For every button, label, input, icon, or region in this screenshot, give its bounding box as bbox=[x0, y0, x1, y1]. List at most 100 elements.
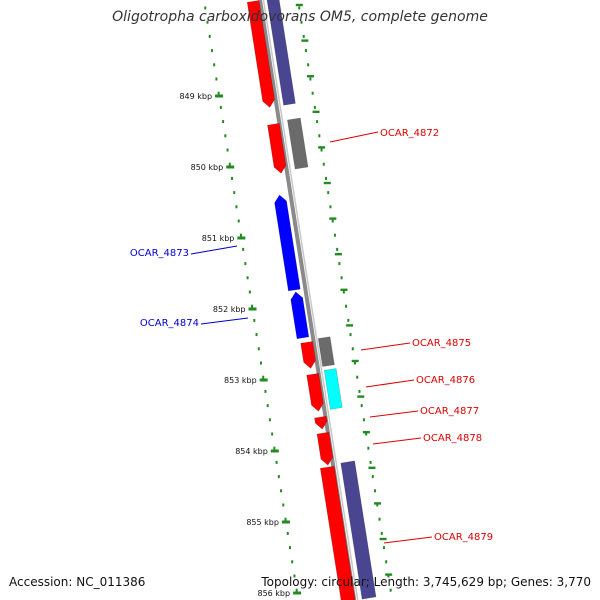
inner-ring-dot bbox=[298, 6, 301, 10]
inner-ring-dot bbox=[325, 176, 328, 180]
outer-ring-dot bbox=[231, 176, 234, 180]
kbp-tick bbox=[226, 165, 235, 169]
kbp-tick bbox=[215, 94, 224, 98]
outer-ring-dot bbox=[293, 574, 296, 578]
outer-ring-dot bbox=[295, 588, 298, 592]
gene-label: OCAR_4872 bbox=[380, 128, 439, 139]
outer-ring-dot bbox=[262, 375, 265, 379]
outer-ring-dot bbox=[291, 560, 294, 564]
inner-ring-dot bbox=[376, 503, 379, 507]
inner-ring-tick bbox=[334, 253, 342, 256]
inner-ring-tick bbox=[346, 324, 354, 327]
inner-ring-dot bbox=[302, 34, 305, 38]
gene-label-leader bbox=[365, 379, 415, 388]
inner-ring-dot bbox=[311, 91, 314, 95]
outer-ring-dot bbox=[288, 546, 291, 550]
gene-label: OCAR_4878 bbox=[423, 433, 482, 444]
gene-features bbox=[246, 0, 377, 600]
inner-ring-dot bbox=[300, 20, 303, 24]
outer-dotted-ring bbox=[204, 6, 298, 592]
inner-ring-dot bbox=[307, 63, 310, 67]
inner-ring-tick bbox=[340, 288, 348, 291]
inner-ring-tick bbox=[351, 359, 359, 363]
inner-ring-dot bbox=[389, 588, 392, 592]
kbp-tick-label: 849 kbp bbox=[179, 92, 212, 101]
inner-ring-dot bbox=[387, 574, 390, 578]
inner-ring-dot bbox=[313, 105, 316, 109]
inner-ring-dot bbox=[333, 233, 336, 237]
inner-ring-dot bbox=[349, 333, 352, 337]
inner-ring-tick bbox=[329, 217, 337, 220]
forward-cds-feature bbox=[316, 431, 334, 466]
inner-ring-tick bbox=[379, 537, 387, 541]
inner-ring-tick bbox=[357, 395, 365, 398]
kbp-tick bbox=[259, 378, 268, 382]
gene-feature bbox=[317, 336, 335, 367]
kbp-tick bbox=[248, 307, 257, 311]
gene-label-leader bbox=[369, 410, 419, 418]
outer-ring-dot bbox=[239, 233, 242, 237]
outer-ring-dot bbox=[224, 134, 227, 138]
outer-ring-dot bbox=[271, 432, 274, 436]
outer-ring-dot bbox=[206, 20, 209, 24]
kbp-tick bbox=[237, 236, 246, 240]
outer-ring-dot bbox=[215, 77, 218, 81]
inner-ring-dot bbox=[327, 191, 330, 195]
gene-feature bbox=[266, 0, 296, 106]
inner-ring-dot bbox=[316, 120, 319, 124]
inner-ring-dot bbox=[345, 304, 348, 308]
inner-ring-tick bbox=[374, 502, 382, 505]
inner-ring-dot bbox=[342, 290, 345, 294]
inner-ring-tick bbox=[295, 3, 303, 7]
inner-ring-tick bbox=[318, 146, 326, 149]
gene-label-leader bbox=[372, 437, 422, 445]
inner-ring-dot bbox=[322, 162, 325, 166]
inner-ring-dot bbox=[338, 262, 341, 266]
backbone bbox=[258, 0, 359, 600]
inner-ring-dot bbox=[385, 560, 388, 564]
inner-ring-tick bbox=[368, 466, 376, 469]
forward-cds-feature bbox=[314, 415, 328, 430]
gene-label: OCAR_4874 bbox=[140, 318, 199, 329]
kbp-tick-label: 852 kbp bbox=[213, 305, 246, 314]
inner-ring-dot bbox=[362, 418, 365, 422]
inner-ring-tick bbox=[362, 431, 370, 434]
inner-ring-dot bbox=[331, 219, 334, 223]
outer-ring-dot bbox=[286, 531, 289, 535]
outer-ring-dot bbox=[213, 63, 216, 67]
forward-cds-feature bbox=[319, 465, 356, 600]
kbp-tick-label: 855 kbp bbox=[246, 518, 279, 527]
reverse-cds-feature bbox=[290, 291, 310, 340]
kbp-tick-label: 856 kbp bbox=[257, 589, 290, 598]
kbp-tick bbox=[270, 449, 279, 453]
outer-ring-dot bbox=[251, 304, 254, 308]
inner-ring-dot bbox=[369, 460, 372, 464]
inner-ring-dot bbox=[371, 475, 374, 479]
outer-ring-dot bbox=[246, 276, 249, 280]
kbp-tick bbox=[293, 591, 302, 595]
outer-ring-dot bbox=[228, 162, 231, 166]
inner-ring-tick bbox=[385, 573, 393, 576]
gene-label: OCAR_4879 bbox=[434, 532, 493, 543]
outer-ring-dot bbox=[248, 290, 251, 294]
inner-ring-dot bbox=[380, 531, 383, 535]
gene-label-leader bbox=[190, 245, 238, 255]
outer-ring-dot bbox=[204, 6, 207, 10]
inner-ring-dot bbox=[356, 375, 359, 379]
page-title: Oligotropha carboxidovorans OM5, complet… bbox=[112, 9, 488, 25]
outer-ring-dot bbox=[264, 389, 267, 393]
outer-ring-dot bbox=[222, 120, 225, 124]
inner-ring-dot bbox=[329, 205, 332, 209]
inner-ring-tick bbox=[312, 110, 320, 113]
outer-ring-dot bbox=[282, 503, 285, 507]
gene-label-leader bbox=[200, 317, 249, 325]
outer-ring-dot bbox=[273, 446, 276, 450]
kbp-tick-label: 854 kbp bbox=[235, 447, 268, 456]
inner-ring-dot bbox=[382, 546, 385, 550]
forward-cds-feature bbox=[246, 0, 275, 108]
outer-ring-dot bbox=[266, 404, 269, 408]
outer-ring-dot bbox=[208, 34, 211, 38]
inner-ring-dot bbox=[320, 148, 323, 152]
inner-ring-tick bbox=[323, 181, 331, 185]
